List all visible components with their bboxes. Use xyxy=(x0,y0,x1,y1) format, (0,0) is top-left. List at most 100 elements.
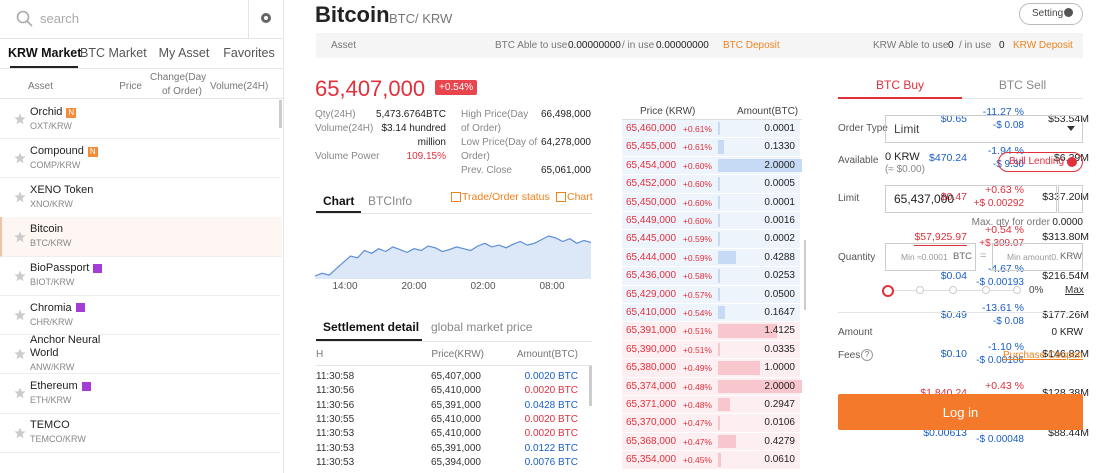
coin-name: BioPassport xyxy=(30,262,112,275)
divider xyxy=(0,98,283,99)
coin-row[interactable] xyxy=(0,413,280,453)
orderbook-row xyxy=(622,193,800,211)
coin-name: XENO Token xyxy=(30,183,94,196)
orderbook-price[interactable]: 65,391,000 xyxy=(626,325,677,337)
coin-row[interactable] xyxy=(0,256,280,296)
asset-bar-text[interactable]: KRW Deposit xyxy=(1013,40,1073,51)
orderbook-row xyxy=(622,304,800,322)
limit-input[interactable]: 65,437,000 xyxy=(885,185,1057,213)
max-qty-value: 0.0000 xyxy=(1052,217,1083,228)
list-header[interactable]: Volume(24H) xyxy=(210,81,269,92)
orderbook-price[interactable]: 65,390,000 xyxy=(626,343,677,355)
bull-lending-button[interactable]: Bull Lending xyxy=(998,152,1083,172)
coin-row[interactable] xyxy=(0,99,280,140)
asset-bar-text[interactable]: BTC Deposit xyxy=(723,40,780,51)
favorite-star[interactable] xyxy=(14,387,26,399)
search-placeholder[interactable]: search xyxy=(40,11,80,26)
trade-header: Price(KRW) xyxy=(431,349,484,360)
stat-value: 5,473.6764BTC xyxy=(375,109,446,120)
favorite-star[interactable] xyxy=(14,113,26,125)
orderbook-change: +0.51% xyxy=(682,344,712,355)
slider-handle[interactable] xyxy=(882,285,894,297)
orderbook-row xyxy=(622,432,800,451)
orderbook-price[interactable]: 65,370,000 xyxy=(626,417,677,429)
orderbook-price[interactable]: 65,449,000 xyxy=(626,215,677,226)
favorite-star[interactable] xyxy=(14,231,26,243)
coin-row[interactable] xyxy=(0,216,282,257)
orderbook-amount: 0.0005 xyxy=(764,178,795,190)
favorite-star[interactable] xyxy=(14,427,26,439)
market-tab[interactable]: My Asset xyxy=(158,46,210,60)
fees-help[interactable]: ? xyxy=(861,349,873,361)
trade-tab[interactable]: Settlement detail xyxy=(323,320,420,334)
market-tab[interactable]: KRW Market xyxy=(8,46,82,60)
coin-row[interactable] xyxy=(0,334,280,375)
chart-tab[interactable]: BTCInfo xyxy=(368,194,413,208)
orderbook-price[interactable]: 65,444,000 xyxy=(626,251,677,263)
setting-button[interactable]: Setting xyxy=(1019,3,1083,25)
trade-price: 65,410,000 xyxy=(430,413,481,425)
orderbook-price[interactable]: 65,371,000 xyxy=(626,399,677,410)
quantity-input[interactable]: Min ≈0.0001 BTC xyxy=(885,243,976,271)
amount-input[interactable]: Min amount0. KRW xyxy=(992,243,1083,271)
favorite-star[interactable] xyxy=(14,191,26,203)
purchase-coupon[interactable]: Purchase Coupon xyxy=(1002,350,1083,361)
coin-change-pct: -1.94 % xyxy=(987,145,1024,158)
available-usd: (≈ $0.00) xyxy=(885,164,925,175)
coin-change-amt: -$ 0.08 xyxy=(992,120,1024,131)
orderbook-change: +0.60% xyxy=(682,197,712,208)
orderbook-price[interactable]: 65,368,000 xyxy=(626,435,677,447)
market-tab[interactable]: Favorites xyxy=(223,46,275,60)
orderbook-price[interactable]: 65,354,000 xyxy=(626,454,677,466)
order-tab[interactable]: BTC Buy xyxy=(875,78,924,92)
divider xyxy=(622,119,802,120)
amount-bar xyxy=(718,324,778,338)
list-header[interactable]: Change(Day of Order) xyxy=(150,72,207,97)
order-tab[interactable]: BTC Sell xyxy=(998,78,1047,92)
trade-amount: 0.0122 BTC xyxy=(524,442,578,454)
orderbook-change: +0.60% xyxy=(682,216,712,226)
settings-icon[interactable] xyxy=(259,11,273,25)
list-header[interactable]: Asset xyxy=(28,81,54,92)
bull-lending-icon xyxy=(1067,157,1077,167)
favorite-star[interactable] xyxy=(14,270,26,282)
slider-step xyxy=(982,286,990,294)
orderbook-price[interactable]: 65,380,000 xyxy=(626,362,677,374)
coin-name: Compound N xyxy=(30,144,98,157)
list-header[interactable]: Price xyxy=(119,81,142,92)
orderbook-price[interactable]: 65,374,000 xyxy=(626,380,677,392)
coin-row[interactable] xyxy=(0,138,280,179)
orderbook-price[interactable]: 65,445,000 xyxy=(626,233,677,245)
orderbook-price[interactable]: 65,450,000 xyxy=(626,196,677,208)
order-type-select[interactable]: Limit xyxy=(885,115,1083,143)
slider-max[interactable]: Max xyxy=(1065,285,1084,296)
orderbook-price[interactable]: 65,454,000 xyxy=(626,159,677,171)
coin-row[interactable] xyxy=(0,295,280,336)
orderbook-price[interactable]: 65,410,000 xyxy=(626,307,677,318)
orderbook-price[interactable]: 65,452,000 xyxy=(626,178,677,190)
favorite-star[interactable] xyxy=(14,152,26,164)
limit-spinner[interactable] xyxy=(1058,185,1083,213)
chart-tab[interactable]: Chart xyxy=(323,194,355,208)
coin-change-amt: +$ 0.00292 xyxy=(973,198,1024,210)
market-tab[interactable]: BTC Market xyxy=(80,46,147,60)
favorite-star[interactable] xyxy=(14,348,26,360)
coin-price: $0.65 xyxy=(940,113,967,125)
trade-tab[interactable]: global market price xyxy=(431,320,533,334)
login-button[interactable]: Log in xyxy=(838,394,1083,430)
orderbook-price[interactable]: 65,455,000 xyxy=(626,141,677,153)
orderbook-price[interactable]: 65,460,000 xyxy=(626,123,677,134)
divider xyxy=(838,312,1083,313)
orderbook-price[interactable]: 65,436,000 xyxy=(626,270,677,282)
orderbook-price[interactable]: 65,429,000 xyxy=(626,288,677,300)
orderbook-row xyxy=(622,396,800,414)
favorite-star[interactable] xyxy=(14,309,26,321)
chart-link[interactable]: Trade/Order status xyxy=(462,191,550,203)
orderbook-change: +0.61% xyxy=(682,142,712,153)
form-label: Amount xyxy=(838,327,873,338)
coin-row[interactable] xyxy=(0,373,280,414)
chart-link[interactable]: Chart xyxy=(567,191,593,203)
coin-volume: $216.54M xyxy=(1042,269,1089,282)
trade-price: 65,410,000 xyxy=(430,385,481,397)
coin-volume: $53.54M xyxy=(1048,113,1089,125)
